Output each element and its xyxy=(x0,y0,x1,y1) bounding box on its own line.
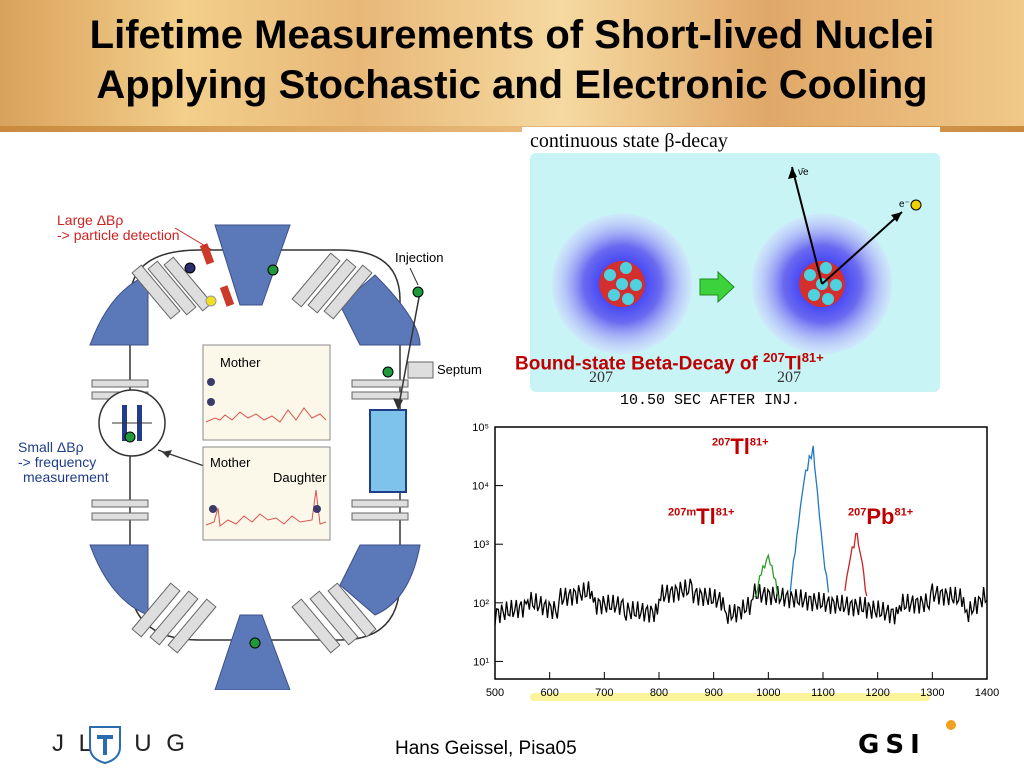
x-tick-label: 1100 xyxy=(811,687,835,699)
nucleus-left xyxy=(599,261,645,307)
x-tick-label: 900 xyxy=(704,687,722,699)
spectrum-series-0 xyxy=(494,578,988,625)
y-tick-label: 10¹ xyxy=(473,656,489,668)
decay-diagram: continuous state β-decay xyxy=(522,127,940,392)
x-tick-label: 700 xyxy=(595,687,613,699)
y-tick-label: 10³ xyxy=(473,539,489,551)
daughter-label: Daughter xyxy=(273,470,327,485)
x-tick-label: 500 xyxy=(486,687,504,699)
quadrupole-magnets xyxy=(91,252,409,654)
x-tick-label: 800 xyxy=(650,687,668,699)
peak-label-tlm: 207mTl81+ xyxy=(668,504,735,529)
footer-author: Hans Geissel, Pisa05 xyxy=(395,738,577,759)
x-tick-label: 1000 xyxy=(756,687,780,699)
peak-label-pb: 207Pb81+ xyxy=(848,504,914,529)
mother-label-top: Mother xyxy=(220,355,261,370)
septum-label: Septum xyxy=(437,362,482,377)
plot-frame xyxy=(494,426,988,680)
title-banner xyxy=(0,0,1024,132)
x-tick-label: 1300 xyxy=(920,687,944,699)
electron-track xyxy=(821,211,903,285)
decay-arrow xyxy=(699,270,735,304)
septum-magnet xyxy=(407,361,434,379)
electron-label: e⁻ xyxy=(899,199,910,210)
title-line2: Applying Stochastic and Electronic Cooli… xyxy=(96,63,928,107)
spectrum-series-3 xyxy=(844,532,868,597)
kicker-magnet xyxy=(369,409,407,493)
y-tick-label: 10⁵ xyxy=(472,422,489,434)
spectrum-chart: 10¹ 10² 10³ 10⁴ 10⁵ 500 600 700 800 900 1000 1100 1… xyxy=(472,422,999,701)
shield-icon xyxy=(89,726,121,765)
particle-detector-1 xyxy=(199,243,215,265)
injection-label: Injection xyxy=(395,250,444,265)
gsi-logo: GSI xyxy=(858,730,926,760)
neutrino-track xyxy=(791,166,823,285)
y-tick-label: 10² xyxy=(473,598,489,610)
gsi-logo-dot xyxy=(946,720,956,730)
spectrum-series-2 xyxy=(789,445,830,593)
x-tick-label: 1400 xyxy=(975,687,999,699)
title-line1: Lifetime Measurements of Short-lived Nuc… xyxy=(89,13,935,57)
y-tick-label: 10⁴ xyxy=(472,481,489,493)
bound-state-label: Bound-state Beta-Decay of 207Tl81+ xyxy=(515,350,824,375)
left-nucleus-label: 207 xyxy=(589,369,613,386)
large-dbrho-label: Large ΔBρ -> particle detection xyxy=(57,212,180,243)
storage-ring-diagram xyxy=(89,224,434,690)
mother-daughter-spectrum-panel xyxy=(202,446,331,541)
x-tick-label: 600 xyxy=(540,687,558,699)
spectrum-series-1 xyxy=(754,553,780,599)
particle-detector-2 xyxy=(219,285,235,307)
mother-label-bottom: Mother xyxy=(210,455,251,470)
decay-diagram-title: continuous state β-decay xyxy=(530,130,728,152)
neutrino-label: ν̄e xyxy=(798,167,809,178)
small-dbrho-label: Small ΔBρ -> frequency measurement xyxy=(18,439,109,485)
injection-line xyxy=(397,291,421,411)
mother-spectrum-panel xyxy=(202,344,331,441)
dipole-magnets xyxy=(89,224,421,690)
decay-graphic xyxy=(552,166,922,354)
electron-icon xyxy=(910,199,922,211)
x-tick-label: 1200 xyxy=(865,687,889,699)
slide-title: Lifetime Measurements of Short-lived Nuc… xyxy=(0,10,1024,110)
right-nucleus-label: 207 xyxy=(777,369,801,386)
peak-label-tl: 207Tl81+ xyxy=(712,434,769,459)
highlight-band xyxy=(530,693,930,701)
spectrum-header: 10.50 SEC AFTER INJ. xyxy=(620,392,801,409)
